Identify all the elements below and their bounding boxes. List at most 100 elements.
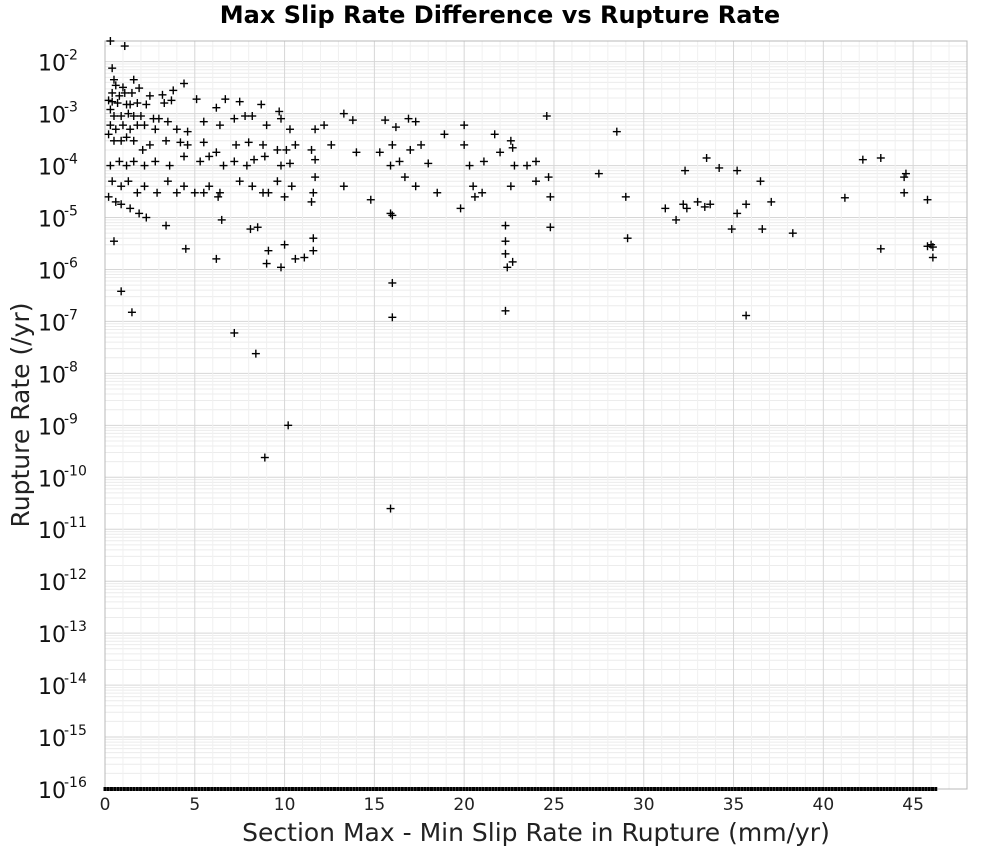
floor-marker: [885, 787, 889, 791]
floor-marker: [630, 787, 634, 791]
floor-marker: [759, 787, 763, 791]
data-point: [162, 221, 171, 230]
data-point: [508, 257, 517, 266]
data-point: [496, 148, 505, 157]
data-point: [212, 103, 221, 112]
floor-marker: [517, 787, 521, 791]
floor-marker: [633, 787, 637, 791]
floor-marker: [636, 787, 640, 791]
floor-marker: [711, 787, 715, 791]
data-point: [501, 237, 510, 246]
data-point: [275, 107, 284, 116]
y-tick-label: 10: [38, 363, 66, 388]
floor-marker: [859, 787, 863, 791]
data-point: [260, 453, 269, 462]
floor-marker: [788, 787, 792, 791]
y-tick-exponent: -15: [64, 723, 87, 739]
data-point: [142, 100, 151, 109]
floor-marker: [562, 787, 566, 791]
data-point: [309, 246, 318, 255]
data-point: [199, 138, 208, 147]
data-point: [153, 188, 162, 197]
data-point: [192, 95, 201, 104]
y-tick-exponent: -10: [64, 463, 87, 479]
floor-marker: [206, 787, 210, 791]
floor-marker: [646, 787, 650, 791]
floor-marker: [265, 787, 269, 791]
floor-marker: [316, 787, 320, 791]
data-point: [129, 75, 138, 84]
data-point: [241, 112, 250, 121]
data-point: [135, 84, 144, 93]
floor-marker: [601, 787, 605, 791]
data-point: [503, 263, 512, 272]
floor-marker: [329, 787, 333, 791]
floor-marker: [119, 787, 123, 791]
floor-marker: [824, 787, 828, 791]
floor-marker: [446, 787, 450, 791]
floor-marker: [782, 787, 786, 791]
data-point: [366, 195, 375, 204]
data-point: [923, 195, 932, 204]
floor-marker: [223, 787, 227, 791]
floor-marker: [611, 787, 615, 791]
floor-marker: [187, 787, 191, 791]
floor-marker: [750, 787, 753, 791]
floor-marker: [384, 787, 388, 791]
floor-marker: [287, 787, 291, 791]
y-tick-label: 10: [38, 104, 66, 129]
data-point: [733, 209, 742, 218]
data-point: [124, 177, 133, 186]
floor-marker: [501, 787, 505, 791]
data-point: [242, 161, 251, 170]
data-point: [756, 177, 765, 186]
floor-marker: [155, 787, 159, 791]
floor-marker: [358, 787, 362, 791]
data-point: [133, 99, 142, 108]
floor-marker: [869, 787, 873, 791]
data-point: [388, 313, 397, 322]
data-point: [280, 240, 289, 249]
floor-marker: [753, 787, 757, 791]
y-tick-label: 10: [38, 779, 66, 804]
y-axis-label: Rupture Rate (/yr): [6, 303, 35, 528]
floor-marker: [106, 787, 110, 791]
data-point: [388, 278, 397, 287]
data-point: [311, 155, 320, 164]
floor-marker: [772, 787, 776, 791]
data-point: [113, 99, 122, 108]
x-tick-label: 10: [274, 795, 296, 815]
y-tick-label: 10: [38, 52, 66, 77]
y-tick-label: 10: [38, 467, 66, 492]
data-point: [117, 287, 126, 296]
data-point: [276, 263, 285, 272]
data-point: [742, 311, 751, 320]
data-point: [232, 140, 241, 149]
data-point: [928, 253, 937, 262]
floor-marker: [436, 787, 440, 791]
data-point: [858, 155, 867, 164]
data-point: [273, 145, 282, 154]
floor-marker: [814, 787, 818, 791]
data-point: [478, 188, 487, 197]
data-point: [276, 114, 285, 123]
floor-marker: [581, 787, 585, 791]
grid-lines: [104, 41, 968, 790]
data-point: [411, 117, 420, 126]
y-tick-label: 10: [38, 571, 66, 596]
floor-marker: [598, 787, 602, 791]
data-point: [679, 200, 688, 209]
floor-marker: [707, 787, 711, 791]
floor-marker: [342, 787, 346, 791]
data-point: [501, 249, 510, 258]
floor-marker: [271, 787, 275, 791]
floor-marker: [129, 787, 133, 791]
data-point: [217, 215, 226, 224]
floor-marker: [607, 787, 611, 791]
floor-marker: [572, 787, 576, 791]
data-point: [127, 308, 136, 317]
floor-marker: [122, 787, 126, 791]
y-tick-label: 10: [38, 311, 66, 336]
floor-marker: [762, 787, 766, 791]
